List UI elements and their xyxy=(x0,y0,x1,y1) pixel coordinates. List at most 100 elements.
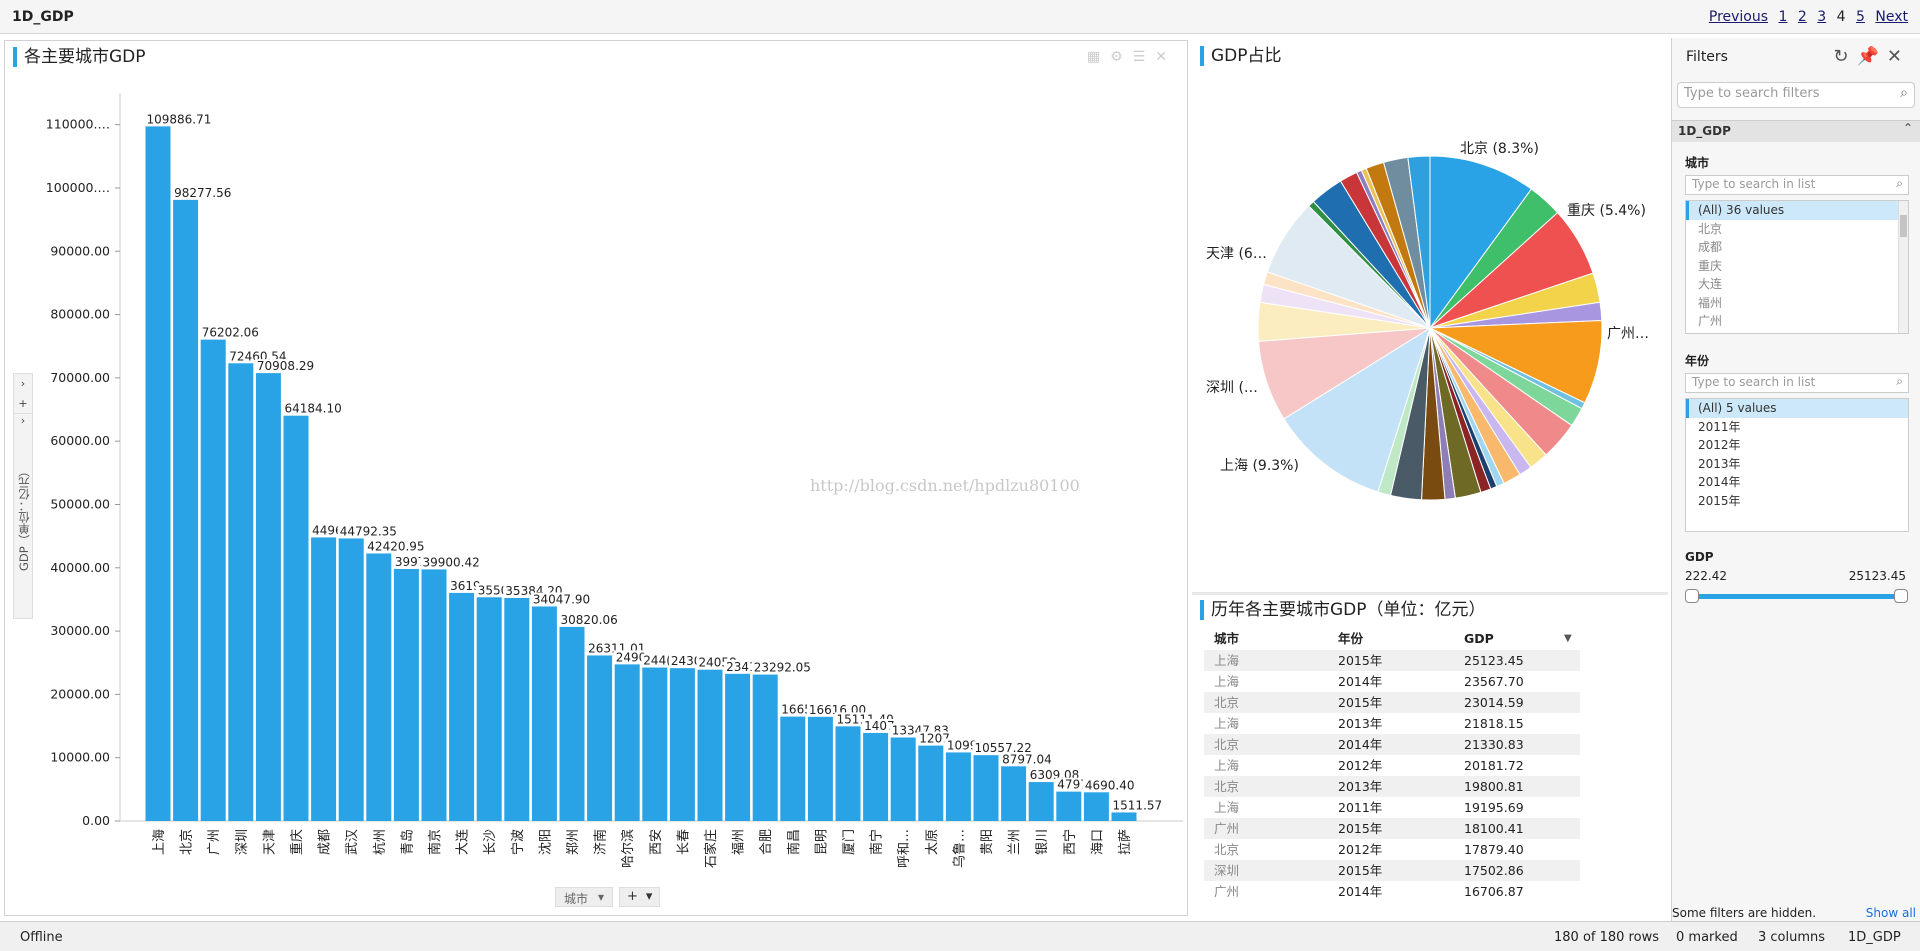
gdp-slider-min-handle[interactable] xyxy=(1685,589,1699,603)
filter-list-item[interactable]: 2011年 xyxy=(1698,419,1741,434)
pin-icon[interactable]: 📌 xyxy=(1856,46,1887,67)
close-icon[interactable]: ✕ xyxy=(1886,46,1910,67)
filter-list-item[interactable]: 2013年 xyxy=(1698,456,1741,471)
table-row[interactable]: 北京 2014年 21330.83 xyxy=(1204,734,1580,755)
bar[interactable] xyxy=(255,372,281,821)
bar[interactable] xyxy=(890,736,916,821)
table-row[interactable]: 上海 2014年 23567.70 xyxy=(1204,671,1580,692)
bar[interactable] xyxy=(752,673,778,821)
pager-page-2[interactable]: 2 xyxy=(1797,9,1807,25)
list-icon[interactable]: ☰ xyxy=(1132,49,1156,65)
bar[interactable] xyxy=(145,125,171,822)
pager-page-4[interactable]: 4 xyxy=(1836,9,1846,25)
sort-desc-icon[interactable]: ▼ xyxy=(1564,633,1572,644)
scroll-thumb[interactable] xyxy=(1900,215,1907,237)
filter-list-item[interactable]: 福州 xyxy=(1698,295,1723,310)
bar[interactable] xyxy=(504,597,530,821)
bar[interactable] xyxy=(449,591,475,821)
bar[interactable] xyxy=(228,362,254,821)
x-axis-control[interactable]: 城市 ▾ xyxy=(555,887,614,907)
table-row[interactable]: 北京 2013年 19800.81 xyxy=(1204,776,1580,797)
filter-list-item[interactable]: 重庆 xyxy=(1698,258,1723,273)
city-list-scrollbar[interactable] xyxy=(1898,201,1908,333)
column-header-city[interactable]: 城市 xyxy=(1214,631,1240,646)
pie-slice[interactable] xyxy=(1429,155,1533,330)
bar[interactable] xyxy=(531,605,557,821)
bar[interactable] xyxy=(393,567,419,821)
bar[interactable] xyxy=(476,596,502,821)
pager-page-5[interactable]: 5 xyxy=(1856,9,1865,25)
bar[interactable] xyxy=(1111,811,1137,821)
bar[interactable] xyxy=(559,625,585,821)
filter-list-item[interactable]: 大连 xyxy=(1698,277,1723,291)
bar[interactable] xyxy=(697,668,723,821)
bar[interactable] xyxy=(173,198,199,821)
x-axis-dropdown-icon[interactable]: ▾ xyxy=(598,890,605,904)
bar[interactable] xyxy=(1001,765,1027,821)
bar[interactable] xyxy=(311,536,337,821)
add-icon[interactable]: + xyxy=(627,889,638,904)
pager-previous[interactable]: Previous xyxy=(1708,9,1769,25)
reset-icon[interactable]: ↻ xyxy=(1833,46,1857,67)
table-row[interactable]: 广州 2014年 16706.87 xyxy=(1204,881,1580,902)
bar[interactable] xyxy=(338,537,364,821)
bar[interactable] xyxy=(366,552,392,821)
add-axis-icon[interactable]: + xyxy=(18,397,28,410)
gdp-range-slider[interactable] xyxy=(1692,594,1900,599)
gear-icon[interactable]: ⚙ xyxy=(1110,49,1133,65)
city-list[interactable]: (All) 36 values 北京 成都 重庆 大连 福州 广州 xyxy=(1685,200,1909,334)
table-icon[interactable]: ▦ xyxy=(1086,49,1111,65)
filters-search-input[interactable]: Type to search filters ⌕ xyxy=(1677,82,1915,108)
bar[interactable] xyxy=(863,731,889,821)
bar[interactable] xyxy=(918,744,944,821)
filter-list-item[interactable]: 北京 xyxy=(1698,221,1723,236)
table-row[interactable]: 广州 2015年 18100.41 xyxy=(1204,818,1580,839)
filter-list-item[interactable]: 2014年 xyxy=(1698,475,1741,489)
y-axis-selector[interactable]: › GDP（单位：亿元） xyxy=(13,413,33,619)
table-row[interactable]: 北京 2015年 23014.59 xyxy=(1204,692,1580,713)
expand-arrow-icon[interactable]: › xyxy=(20,377,26,390)
filter-list-item[interactable]: 2012年 xyxy=(1698,438,1741,452)
bar[interactable] xyxy=(1083,791,1109,821)
bar[interactable] xyxy=(945,751,971,821)
city-search-input[interactable]: Type to search in list ⌕ xyxy=(1685,175,1909,195)
filter-group-header[interactable]: 1D_GDP ⌃ xyxy=(1672,120,1920,142)
bar[interactable] xyxy=(614,663,640,821)
column-header-gdp[interactable]: GDP xyxy=(1464,631,1494,646)
filter-list-item[interactable]: 2015年 xyxy=(1698,493,1741,508)
bar[interactable] xyxy=(835,725,861,821)
pager-page-3[interactable]: 3 xyxy=(1817,9,1827,25)
pie-slice[interactable] xyxy=(1283,326,1431,493)
pager-next[interactable]: Next xyxy=(1875,9,1908,25)
table-row[interactable]: 上海 2015年 25123.45 xyxy=(1204,650,1580,671)
year-search-input[interactable]: Type to search in list ⌕ xyxy=(1685,373,1909,393)
bar[interactable] xyxy=(780,715,806,821)
bar[interactable] xyxy=(669,667,695,821)
bar[interactable] xyxy=(725,672,751,821)
bar[interactable] xyxy=(200,338,226,821)
pager-page-1[interactable]: 1 xyxy=(1778,9,1788,25)
column-header-year[interactable]: 年份 xyxy=(1338,631,1364,646)
bar[interactable] xyxy=(807,715,833,821)
filter-list-item[interactable]: 广州 xyxy=(1698,314,1723,328)
filter-list-item[interactable]: (All) 5 values xyxy=(1686,399,1908,418)
table-row[interactable]: 北京 2012年 17879.40 xyxy=(1204,839,1580,860)
collapse-icon[interactable]: ⌃ xyxy=(1902,121,1913,135)
show-all-link[interactable]: Show all xyxy=(1865,906,1916,920)
add-dropdown-icon[interactable]: ▾ xyxy=(645,889,653,904)
table-row[interactable]: 上海 2011年 19195.69 xyxy=(1204,797,1580,818)
bar[interactable] xyxy=(1056,790,1082,821)
filter-list-item[interactable]: 成都 xyxy=(1698,240,1723,254)
table-row[interactable]: 上海 2012年 20181.72 xyxy=(1204,755,1580,776)
gdp-slider-max-handle[interactable] xyxy=(1894,589,1908,603)
table-row[interactable]: 深圳 2015年 17502.86 xyxy=(1204,860,1580,881)
bar[interactable] xyxy=(587,654,613,821)
bar[interactable] xyxy=(642,666,668,821)
x-axis-add-control[interactable]: + ▾ xyxy=(619,887,661,907)
bar[interactable] xyxy=(421,568,447,821)
year-list[interactable]: (All) 5 values 2011年 2012年 2013年 2014年 2015年 xyxy=(1685,398,1909,532)
close-icon[interactable]: ✕ xyxy=(1155,49,1177,65)
table-row[interactable]: 上海 2013年 21818.15 xyxy=(1204,713,1580,734)
pie-slice[interactable] xyxy=(1407,155,1431,329)
bar[interactable] xyxy=(283,414,309,821)
